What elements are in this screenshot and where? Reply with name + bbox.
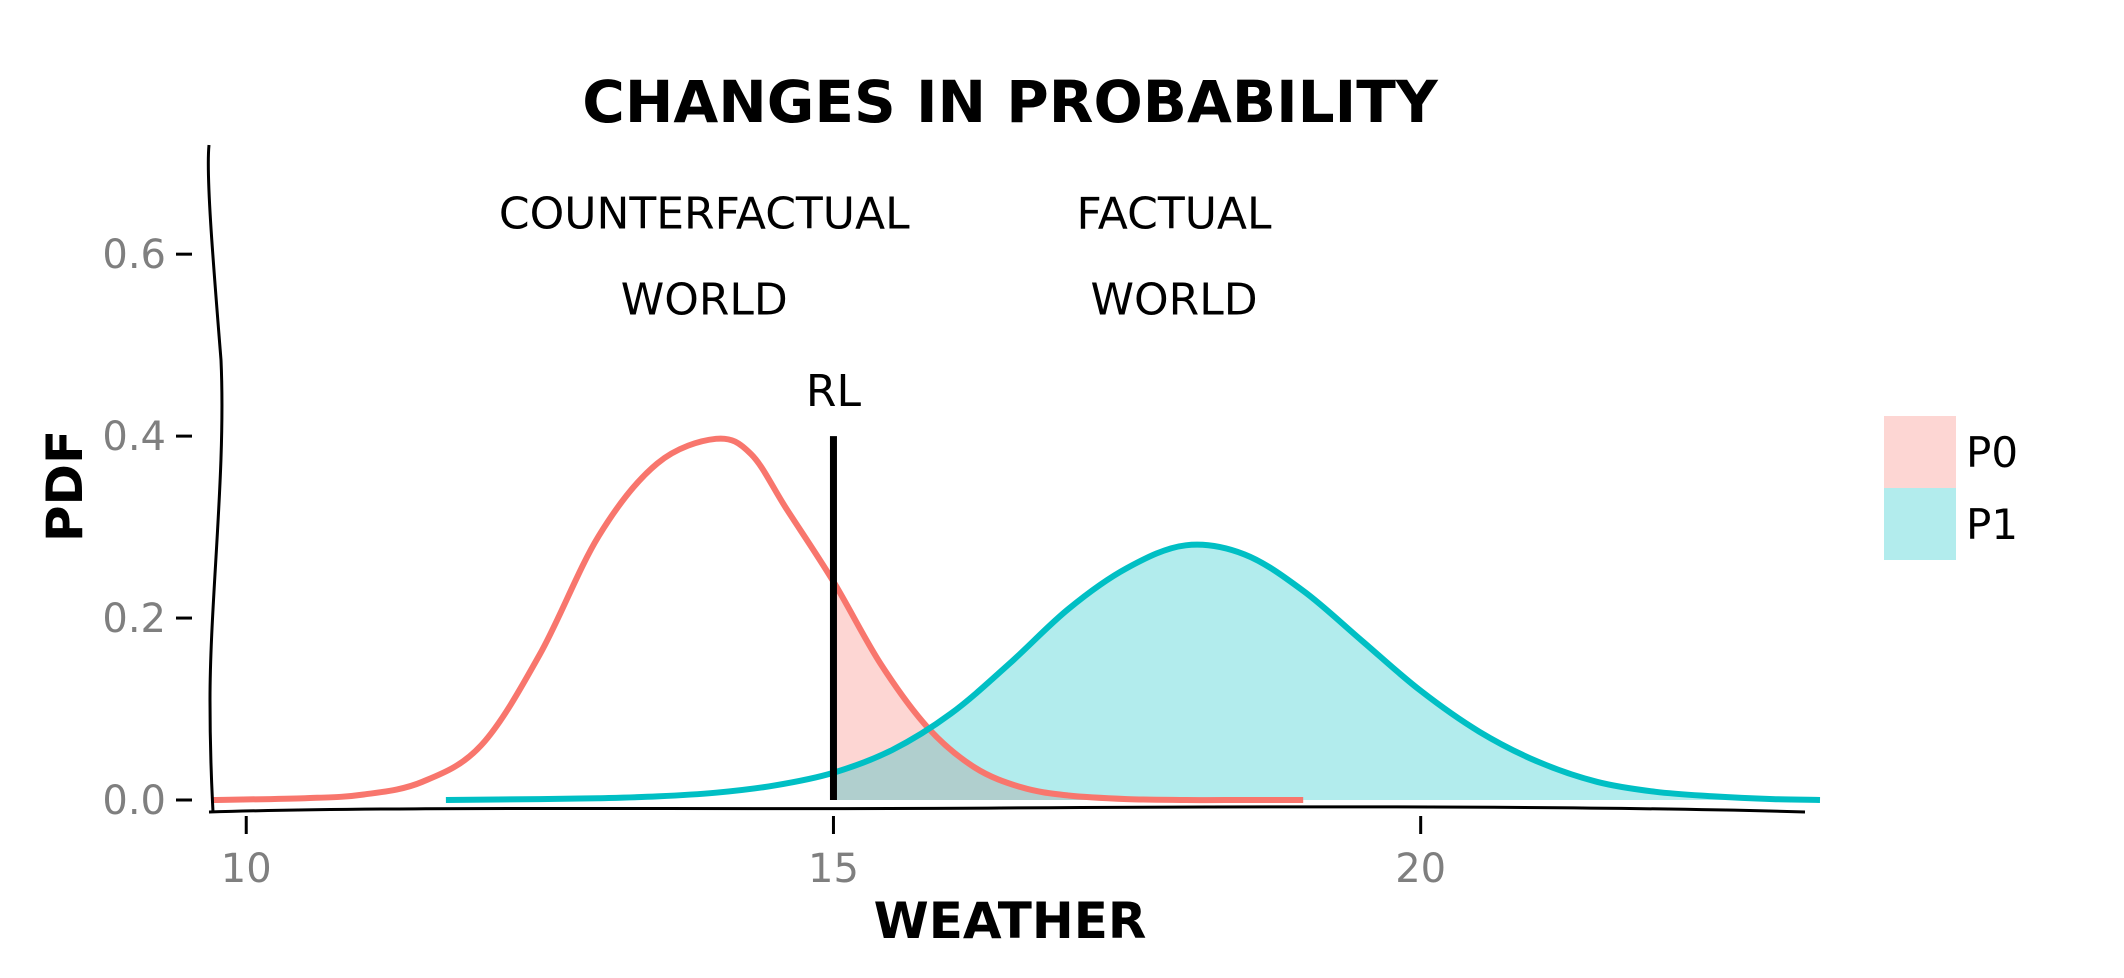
x-axis-line <box>208 805 1806 814</box>
legend: P0 P1 <box>1884 416 2018 560</box>
annotation-factual-line2: WORLD <box>1090 275 1257 326</box>
x-tick-label: 20 <box>1395 846 1446 892</box>
series-line-p0 <box>210 435 1304 804</box>
series-layer <box>210 435 1821 804</box>
series-area-p1 <box>833 544 1820 800</box>
x-tick-label: 15 <box>808 846 859 892</box>
x-ticks: 10 15 20 <box>221 816 1446 892</box>
y-tick-label: 0.6 <box>102 232 166 278</box>
rl-group: RL <box>806 366 862 800</box>
legend-swatch-p0 <box>1884 416 1956 488</box>
annotations: COUNTERFACTUAL WORLD FACTUAL WORLD <box>499 189 1272 326</box>
x-tick-label: 10 <box>221 846 272 892</box>
chart-title: CHANGES IN PROBABILITY <box>582 68 1439 136</box>
legend-label-p1: P1 <box>1966 500 2018 549</box>
y-tick-label: 0.2 <box>102 596 166 642</box>
x-axis-title: WEATHER <box>874 892 1147 950</box>
legend-swatch-p1 <box>1884 488 1956 560</box>
y-axis-line <box>206 144 224 813</box>
annotation-factual-line1: FACTUAL <box>1077 189 1273 240</box>
y-tick-label: 0.4 <box>102 414 166 460</box>
annotation-counterfactual-line1: COUNTERFACTUAL <box>499 189 910 240</box>
legend-label-p0: P0 <box>1966 428 2018 477</box>
annotation-counterfactual-line2: WORLD <box>621 275 788 326</box>
y-axis-title: PDF <box>36 430 94 542</box>
series-area-p0 <box>833 581 1304 801</box>
series-line-p1 <box>445 541 1821 803</box>
rl-label: RL <box>806 366 862 417</box>
y-tick-label: 0.0 <box>102 778 166 824</box>
axes: 0.0 0.2 0.4 0.6 10 15 20 <box>102 144 1806 892</box>
y-ticks: 0.0 0.2 0.4 0.6 <box>102 232 192 824</box>
